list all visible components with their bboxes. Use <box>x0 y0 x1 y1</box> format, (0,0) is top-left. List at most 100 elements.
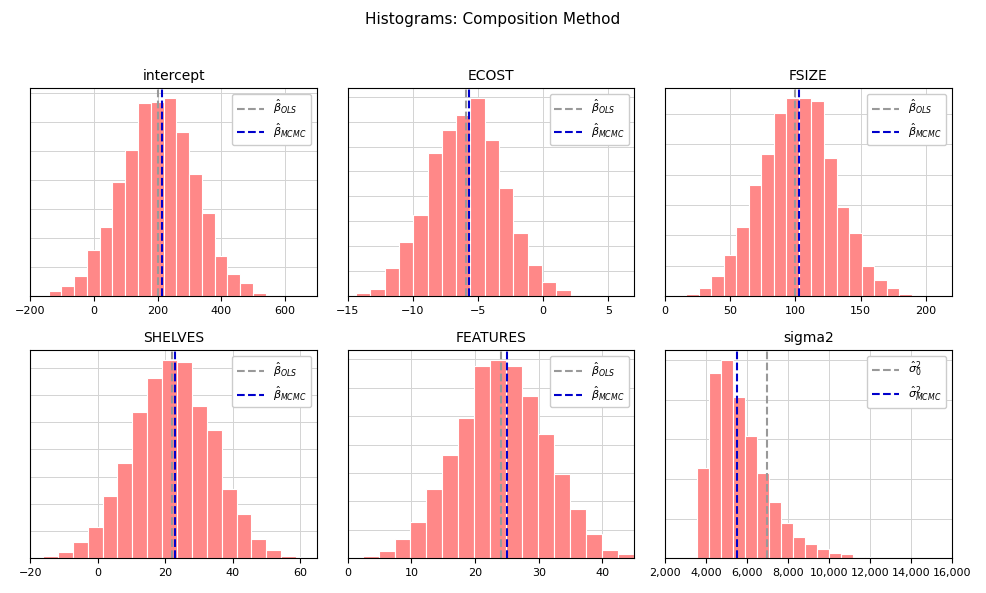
Bar <box>485 139 499 296</box>
Bar <box>228 274 241 296</box>
Bar <box>474 365 490 558</box>
Bar <box>189 174 202 296</box>
Legend: $\hat{\beta}_{OLS}$, $\hat{\beta}_{MCMC}$: $\hat{\beta}_{OLS}$, $\hat{\beta}_{MCMC}… <box>867 94 947 145</box>
Bar <box>74 276 87 296</box>
Title: ECOST: ECOST <box>467 69 515 82</box>
Bar <box>399 243 413 296</box>
Bar <box>499 189 514 296</box>
Bar <box>151 102 164 296</box>
Bar <box>215 256 228 296</box>
Bar <box>799 98 811 296</box>
Bar <box>824 158 836 296</box>
Bar <box>722 360 734 558</box>
Bar <box>757 473 769 558</box>
Bar <box>177 362 192 558</box>
Legend: $\hat{\beta}_{OLS}$, $\hat{\beta}_{MCMC}$: $\hat{\beta}_{OLS}$, $\hat{\beta}_{MCMC}… <box>233 356 312 407</box>
Bar <box>634 555 650 558</box>
Bar <box>816 549 828 558</box>
Bar <box>73 543 88 558</box>
Bar <box>862 266 875 296</box>
Bar <box>296 557 311 558</box>
Bar <box>442 130 457 296</box>
Bar <box>117 463 132 558</box>
Bar <box>811 101 824 296</box>
Bar <box>356 293 371 296</box>
Bar <box>29 557 43 558</box>
Bar <box>737 227 749 296</box>
Bar <box>162 360 177 558</box>
Bar <box>241 283 253 296</box>
Bar <box>100 227 112 296</box>
Bar <box>686 294 699 296</box>
Bar <box>457 114 470 296</box>
Bar <box>125 150 138 296</box>
Bar <box>618 554 634 558</box>
Bar <box>427 489 443 558</box>
Bar <box>769 502 781 558</box>
Bar <box>58 552 73 558</box>
Bar <box>394 538 410 558</box>
Title: FEATURES: FEATURES <box>456 331 527 345</box>
Bar <box>528 264 542 296</box>
Bar <box>853 557 865 558</box>
Title: FSIZE: FSIZE <box>789 69 828 82</box>
Bar <box>673 295 686 296</box>
Bar <box>490 360 506 558</box>
Bar <box>35 295 48 296</box>
Bar <box>602 550 618 558</box>
Bar <box>899 294 912 296</box>
Title: SHELVES: SHELVES <box>143 331 204 345</box>
Bar <box>43 556 58 558</box>
Bar <box>132 412 147 558</box>
Bar <box>147 378 162 558</box>
Bar <box>570 509 586 558</box>
Bar <box>865 557 877 558</box>
Bar <box>849 232 862 296</box>
Bar <box>379 551 394 558</box>
Bar <box>237 514 251 558</box>
Bar <box>774 113 787 296</box>
Bar <box>413 215 428 296</box>
Bar <box>745 436 757 558</box>
Bar <box>330 557 347 558</box>
Bar <box>836 207 849 296</box>
Bar <box>103 496 117 558</box>
Bar <box>875 280 886 296</box>
Bar <box>699 288 711 296</box>
Bar <box>266 295 279 296</box>
Bar <box>458 417 474 558</box>
Bar <box>112 181 125 296</box>
Bar <box>87 250 100 296</box>
Bar <box>410 522 427 558</box>
Bar <box>164 98 176 296</box>
Bar <box>138 103 151 296</box>
Bar <box>523 396 538 558</box>
Bar <box>805 544 816 558</box>
Bar <box>912 295 924 296</box>
Bar <box>886 288 899 296</box>
Bar <box>571 295 585 296</box>
Legend: $\hat{\beta}_{OLS}$, $\hat{\beta}_{MCMC}$: $\hat{\beta}_{OLS}$, $\hat{\beta}_{MCMC}… <box>233 94 312 145</box>
Bar <box>586 534 602 558</box>
Bar <box>585 295 599 296</box>
Bar <box>88 527 103 558</box>
Bar <box>385 267 399 296</box>
Bar <box>176 132 189 296</box>
Bar <box>781 522 793 558</box>
Bar <box>734 397 745 558</box>
Bar <box>192 406 207 558</box>
Bar <box>363 556 379 558</box>
Title: intercept: intercept <box>142 69 205 82</box>
Bar <box>281 556 296 558</box>
Bar <box>470 98 485 296</box>
Bar <box>761 154 774 296</box>
Bar <box>207 430 222 558</box>
Bar <box>538 434 554 558</box>
Legend: $\hat{\beta}_{OLS}$, $\hat{\beta}_{MCMC}$: $\hat{\beta}_{OLS}$, $\hat{\beta}_{MCMC}… <box>550 356 629 407</box>
Bar <box>202 213 215 296</box>
Bar <box>724 255 737 296</box>
Bar <box>61 286 74 296</box>
Bar <box>787 98 799 296</box>
Bar <box>253 293 266 296</box>
Bar <box>48 291 61 296</box>
